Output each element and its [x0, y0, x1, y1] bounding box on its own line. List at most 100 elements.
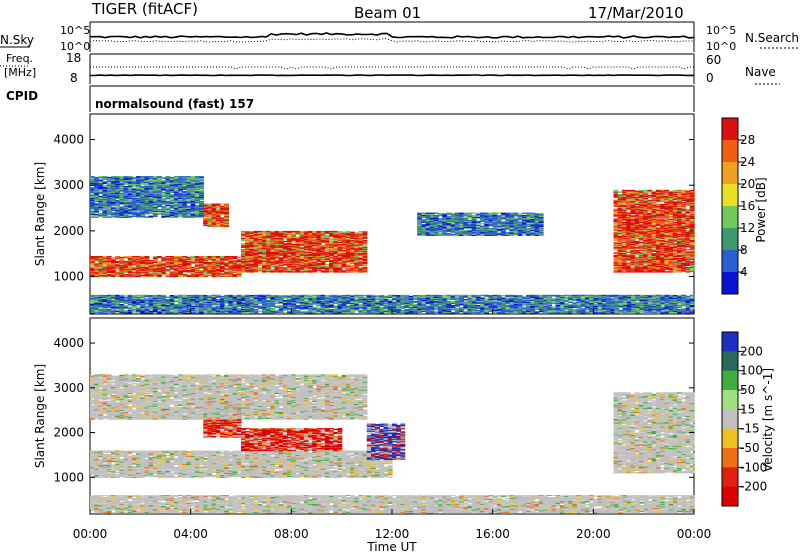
heatmap-cell — [107, 261, 112, 262]
heatmap-cell — [321, 231, 326, 232]
heatmap-cell — [140, 260, 145, 261]
heatmap-cell — [132, 271, 137, 272]
heatmap-cell — [153, 264, 158, 265]
heatmap-cell — [124, 261, 129, 262]
heatmap-cell — [199, 261, 204, 262]
heatmap-cell — [275, 251, 280, 252]
nsearch-tick-low: 10^0 — [706, 40, 736, 53]
heatmap-cell — [241, 256, 246, 257]
heatmap-cell — [111, 275, 116, 276]
heatmap-cell — [317, 242, 322, 243]
heatmap-cell — [363, 252, 368, 253]
heatmap-cell — [220, 273, 225, 274]
heatmap-cell — [329, 238, 334, 239]
freq-label-line2: [MHz] — [4, 66, 36, 79]
heatmap-cell — [312, 247, 317, 248]
heatmap-cell — [262, 247, 267, 248]
heatmap-cell — [124, 265, 129, 266]
heatmap-cell — [191, 256, 196, 257]
heatmap-cell — [321, 265, 326, 266]
heatmap-cell — [317, 253, 322, 254]
heatmap-cell — [157, 256, 162, 257]
heatmap-cell — [90, 216, 95, 217]
heatmap-cell — [153, 267, 158, 268]
heatmap-cell — [161, 257, 166, 258]
heatmap-cell — [212, 262, 217, 263]
heatmap-cell — [170, 276, 175, 277]
heatmap-cell — [140, 176, 145, 177]
heatmap-cell — [363, 240, 368, 241]
heatmap-cell — [115, 274, 120, 275]
heatmap-cell — [304, 262, 309, 263]
heatmap-cell — [329, 247, 334, 248]
heatmap-cell — [103, 275, 108, 276]
heatmap-cell — [287, 236, 292, 237]
heatmap-cell — [321, 234, 326, 235]
heatmap-cell — [203, 256, 208, 257]
heatmap-cell — [325, 235, 330, 236]
heatmap-cell — [233, 274, 238, 275]
heatmap-cell — [115, 269, 120, 270]
heatmap-cell — [161, 267, 166, 268]
heatmap-cell — [329, 241, 334, 242]
heatmap-cell — [338, 256, 343, 257]
heatmap-cell — [203, 259, 208, 260]
heatmap-cell — [216, 204, 221, 205]
heatmap-cell — [342, 246, 347, 247]
heatmap-cell — [124, 176, 129, 177]
heatmap-cell — [128, 196, 133, 197]
heatmap-cell — [98, 207, 103, 208]
heatmap-cell — [287, 233, 292, 234]
heatmap-cell — [203, 225, 208, 226]
heatmap-cell — [119, 185, 124, 186]
heatmap-cell — [132, 208, 137, 209]
heatmap-cell — [270, 265, 275, 266]
heatmap-cell — [333, 238, 338, 239]
heatmap-cell — [283, 250, 288, 251]
heatmap-cell — [140, 186, 145, 187]
heatmap-cell — [333, 243, 338, 244]
heatmap-cell — [291, 233, 296, 234]
heatmap-cell — [128, 198, 133, 199]
heatmap-cell — [224, 204, 229, 205]
heatmap-cell — [342, 232, 347, 233]
heatmap-cell — [212, 218, 217, 219]
heatmap-cell — [300, 256, 305, 257]
heatmap-cell — [166, 269, 171, 270]
heatmap-cell — [291, 236, 296, 237]
heatmap-cell — [128, 199, 133, 200]
heatmap-cell — [325, 265, 330, 266]
heatmap-cell — [338, 265, 343, 266]
heatmap-cell — [182, 260, 187, 261]
heatmap-cell — [338, 231, 343, 232]
heatmap-cell — [241, 231, 246, 232]
heatmap-cell — [308, 248, 313, 249]
heatmap-cell — [94, 214, 99, 215]
heatmap-cell — [103, 201, 108, 202]
nsearch-series — [90, 39, 694, 42]
heatmap-cell — [90, 273, 95, 274]
heatmap-cell — [275, 260, 280, 261]
heatmap-cell — [270, 251, 275, 252]
heatmap-cell — [128, 176, 133, 177]
heatmap-cell — [338, 244, 343, 245]
heatmap-cell — [266, 231, 271, 232]
heatmap-cell — [170, 266, 175, 267]
heatmap-cell — [115, 200, 120, 201]
heatmap-cell — [90, 187, 95, 188]
heatmap-cell — [107, 211, 112, 212]
heatmap-cell — [283, 241, 288, 242]
heatmap-cell — [304, 251, 309, 252]
heatmap-cell — [279, 257, 284, 258]
heatmap-cell — [115, 178, 120, 179]
heatmap-cell — [191, 259, 196, 260]
heatmap-cell — [296, 244, 301, 245]
heatmap-cell — [304, 256, 309, 257]
heatmap-cell — [333, 248, 338, 249]
heatmap-cell — [216, 256, 221, 257]
heatmap-cell — [300, 250, 305, 251]
heatmap-cell — [182, 270, 187, 271]
heatmap-cell — [296, 256, 301, 257]
heatmap-cell — [103, 259, 108, 260]
heatmap-cell — [283, 231, 288, 232]
